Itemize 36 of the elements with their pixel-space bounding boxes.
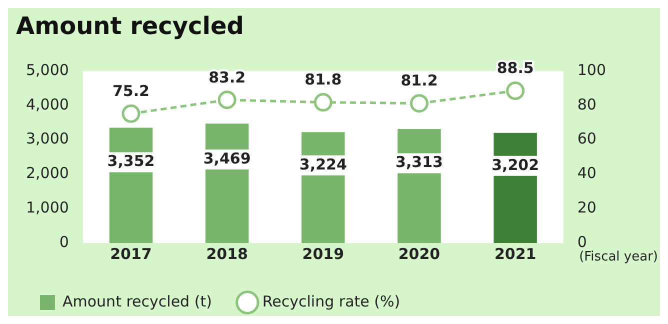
y2-tick-label: 60	[577, 130, 596, 148]
data-label: 3,352	[107, 152, 155, 170]
data-label: 3,469	[203, 149, 251, 168]
y-tick-label: 2,000	[26, 164, 69, 182]
data-label: 75.2	[112, 82, 150, 100]
x-tick-label: 2018	[206, 244, 248, 263]
x-tick-label: 2021	[494, 244, 536, 263]
data-label: 88.5	[496, 59, 534, 78]
y-tick-label: 3,000	[26, 130, 69, 148]
data-label: 83.2	[208, 68, 246, 86]
y-tick-label: 4,000	[26, 95, 69, 114]
point	[410, 94, 428, 113]
data-label: 3,202	[492, 156, 540, 174]
point	[314, 93, 332, 112]
y2-tick-label: 100	[577, 60, 606, 79]
y2-tick-label: 0	[577, 232, 587, 251]
x-axis-title: (Fiscal year)	[579, 249, 658, 264]
chart-title: Amount recycled	[15, 11, 245, 42]
y-tick-label: 1,000	[26, 198, 69, 216]
legend-label: Recycling rate (%)	[262, 292, 400, 310]
point	[122, 104, 140, 123]
data-label: 3,313	[396, 153, 443, 172]
data-label: 3,224	[299, 155, 347, 174]
y-tick-label: 0	[59, 232, 69, 251]
x-tick-label: 2020	[398, 244, 440, 263]
point	[218, 90, 236, 110]
legend-label: Amount recycled (t)	[62, 292, 212, 310]
data-label: 81.2	[400, 72, 438, 90]
data-label: 81.8	[304, 70, 342, 89]
y2-tick-label: 20	[577, 198, 596, 216]
y2-tick-label: 40	[577, 164, 596, 182]
point	[506, 82, 525, 100]
y2-tick-label: 80	[577, 95, 596, 114]
x-tick-label: 2017	[110, 244, 152, 263]
y-tick-label: 5,000	[26, 60, 69, 79]
x-tick-label: 2019	[302, 244, 344, 263]
